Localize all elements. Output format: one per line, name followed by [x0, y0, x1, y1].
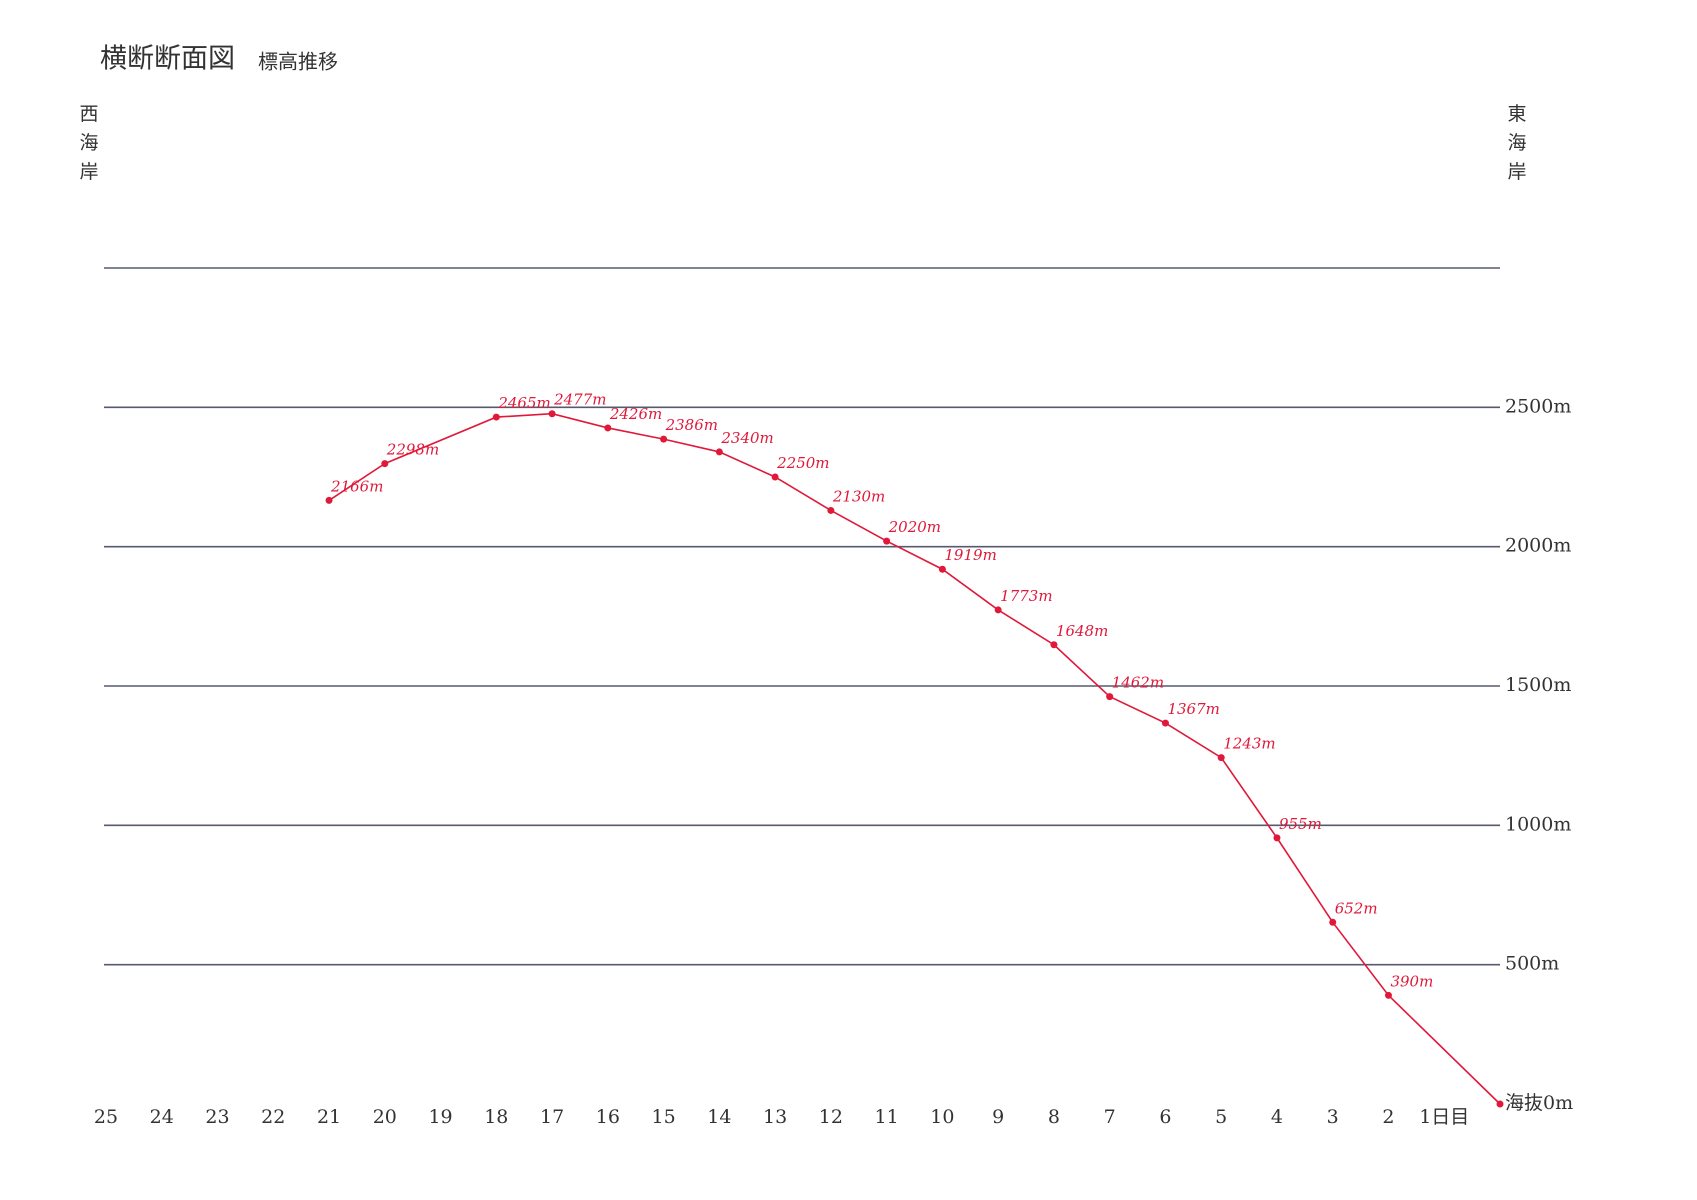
x-tick-label: 4 — [1271, 1106, 1283, 1128]
data-point — [492, 413, 500, 421]
data-label: 2386m — [665, 416, 718, 434]
x-tick-label: 5 — [1215, 1106, 1227, 1128]
data-label: 1919m — [944, 546, 996, 564]
x-tick-label: 13 — [763, 1106, 787, 1128]
data-point — [1161, 719, 1169, 727]
data-point — [381, 460, 389, 468]
x-tick-label: 12 — [819, 1106, 843, 1128]
data-label: 2130m — [832, 487, 885, 505]
y-tick-label: 2500m — [1505, 395, 1571, 417]
data-point — [1273, 834, 1281, 842]
x-tick-label: 6 — [1159, 1106, 1171, 1128]
x-tick-label: 23 — [205, 1106, 229, 1128]
data-point — [1106, 693, 1114, 701]
x-tick-label: 7 — [1104, 1106, 1116, 1128]
data-point — [1050, 641, 1058, 649]
data-label: 2298m — [386, 441, 439, 459]
y-tick-label: 1500m — [1505, 674, 1571, 696]
data-label: 2166m — [330, 477, 383, 495]
data-point — [827, 506, 835, 514]
data-point — [325, 496, 333, 504]
data-point — [1217, 754, 1225, 762]
data-label: 1243m — [1223, 735, 1275, 753]
data-point — [994, 606, 1002, 614]
chart-subtitle: 標高推移 — [258, 50, 338, 74]
x-tick-label: 9 — [992, 1106, 1004, 1128]
x-tick-label: 10 — [930, 1106, 954, 1128]
x-tick-label: 11 — [875, 1106, 899, 1128]
data-point — [660, 435, 668, 443]
y-tick-label: 500m — [1505, 953, 1559, 975]
y-tick-label: 1000m — [1505, 813, 1571, 835]
data-label: 2340m — [720, 429, 773, 447]
data-label: 955m — [1279, 815, 1322, 833]
data-label: 2426m — [609, 405, 662, 423]
x-tick-label: 1日目 — [1419, 1106, 1469, 1128]
data-point — [548, 410, 556, 418]
data-point — [883, 537, 891, 545]
x-tick-label: 16 — [596, 1106, 620, 1128]
x-tick-label: 24 — [150, 1106, 174, 1128]
side-label: 東海岸 — [1507, 103, 1526, 183]
data-point — [1329, 918, 1337, 926]
x-tick-label: 22 — [261, 1106, 285, 1128]
data-label: 1367m — [1167, 700, 1219, 718]
x-tick-label: 14 — [707, 1106, 731, 1128]
x-tick-label: 17 — [540, 1106, 564, 1128]
x-tick-label: 19 — [428, 1106, 452, 1128]
data-point — [771, 473, 779, 481]
x-tick-label: 8 — [1048, 1106, 1060, 1128]
data-label: 2465m — [497, 394, 550, 412]
x-tick-label: 3 — [1327, 1106, 1339, 1128]
chart-title: 横断断面図 — [100, 44, 235, 75]
data-point — [1384, 991, 1392, 999]
x-tick-label: 2 — [1382, 1106, 1394, 1128]
data-label: 1773m — [1000, 587, 1052, 605]
data-label: 652m — [1335, 899, 1378, 917]
data-point — [938, 565, 946, 573]
data-label: 2020m — [888, 518, 941, 536]
data-point — [715, 448, 723, 456]
x-tick-label: 18 — [484, 1106, 508, 1128]
y-tick-label: 2000m — [1505, 535, 1571, 557]
data-label: 1462m — [1112, 674, 1164, 692]
x-tick-label: 15 — [652, 1106, 676, 1128]
data-point — [604, 424, 612, 432]
y-tick-label: 海抜0m — [1505, 1092, 1573, 1114]
data-label: 1648m — [1056, 622, 1108, 640]
data-label: 2477m — [553, 391, 606, 409]
data-label: 2250m — [776, 454, 829, 472]
series-line — [328, 412, 1501, 1105]
data-point — [1496, 1100, 1504, 1108]
side-label: 西海岸 — [79, 103, 98, 183]
x-tick-label: 25 — [94, 1106, 118, 1128]
data-label: 390m — [1390, 972, 1433, 990]
x-tick-label: 21 — [317, 1106, 341, 1128]
x-tick-label: 20 — [373, 1106, 397, 1128]
